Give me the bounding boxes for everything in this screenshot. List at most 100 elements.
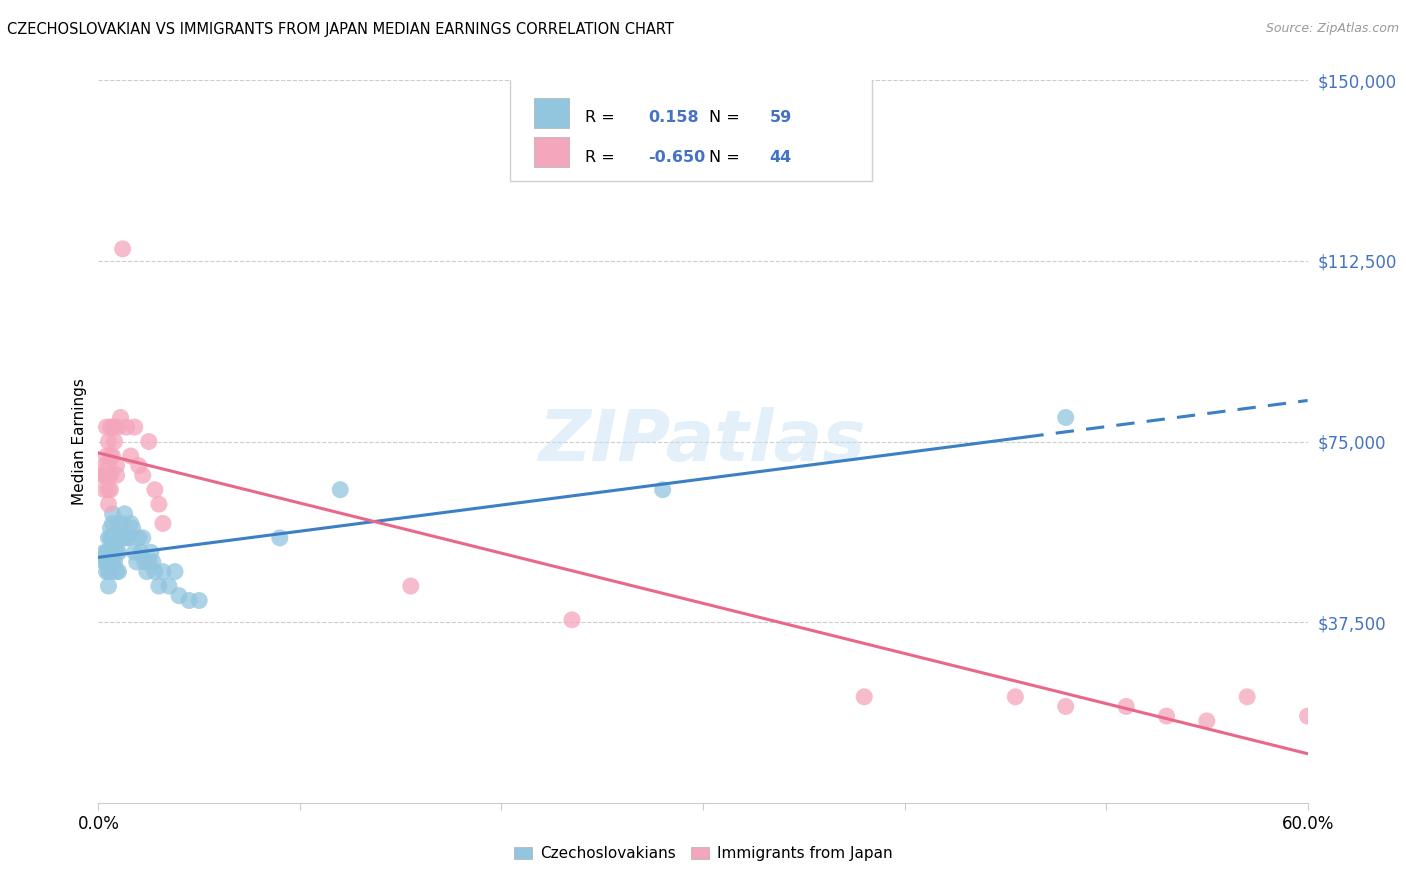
Point <box>110 516 132 531</box>
Point <box>97 579 120 593</box>
Point <box>167 589 190 603</box>
Point <box>107 521 129 535</box>
Point <box>100 483 122 497</box>
Point <box>97 434 120 449</box>
Point <box>103 531 125 545</box>
Point <box>97 468 120 483</box>
Text: 44: 44 <box>769 150 792 165</box>
Point <box>97 545 120 559</box>
Point <box>120 449 142 463</box>
Point <box>100 449 122 463</box>
Point <box>143 483 166 497</box>
Point <box>96 468 118 483</box>
Point <box>1195 714 1218 728</box>
Point <box>93 545 115 559</box>
Point <box>148 497 170 511</box>
Point <box>103 434 125 449</box>
Point <box>132 531 155 545</box>
Point <box>651 483 673 497</box>
Point <box>128 531 150 545</box>
Point <box>97 555 120 569</box>
Point <box>100 555 122 569</box>
Point <box>96 449 118 463</box>
Text: R =: R = <box>585 111 614 126</box>
Point <box>179 593 201 607</box>
FancyBboxPatch shape <box>534 137 569 168</box>
Text: -0.650: -0.650 <box>648 150 706 165</box>
Point <box>157 579 180 593</box>
FancyBboxPatch shape <box>534 98 569 128</box>
Point <box>96 545 118 559</box>
Point <box>124 545 146 559</box>
Point <box>105 458 128 473</box>
Point <box>129 545 152 559</box>
Point <box>124 420 146 434</box>
Point <box>103 555 125 569</box>
Point <box>125 555 148 569</box>
Point <box>139 545 162 559</box>
Point <box>1296 709 1319 723</box>
Point <box>100 545 122 559</box>
Point <box>107 565 129 579</box>
FancyBboxPatch shape <box>509 73 872 181</box>
Text: CZECHOSLOVAKIAN VS IMMIGRANTS FROM JAPAN MEDIAN EARNINGS CORRELATION CHART: CZECHOSLOVAKIAN VS IMMIGRANTS FROM JAPAN… <box>7 22 673 37</box>
Point <box>103 420 125 434</box>
Point <box>93 483 115 497</box>
Point <box>105 545 128 559</box>
Point <box>111 242 134 256</box>
Point <box>96 555 118 569</box>
Point <box>96 565 118 579</box>
Point <box>100 565 122 579</box>
Text: Source: ZipAtlas.com: Source: ZipAtlas.com <box>1265 22 1399 36</box>
Point <box>1004 690 1026 704</box>
Point <box>138 434 160 449</box>
Text: N =: N = <box>709 150 740 165</box>
Point <box>101 545 124 559</box>
Text: R =: R = <box>585 150 614 165</box>
Point <box>134 555 156 569</box>
Point <box>107 531 129 545</box>
Point <box>163 565 186 579</box>
Text: 59: 59 <box>769 111 792 126</box>
Point <box>118 531 141 545</box>
Point <box>97 458 120 473</box>
Legend: Czechoslovakians, Immigrants from Japan: Czechoslovakians, Immigrants from Japan <box>508 840 898 867</box>
Point <box>120 516 142 531</box>
Point <box>93 458 115 473</box>
Point <box>107 420 129 434</box>
Point <box>128 458 150 473</box>
Point <box>148 579 170 593</box>
Point <box>105 531 128 545</box>
Point <box>101 555 124 569</box>
Point <box>1054 410 1077 425</box>
Point <box>93 555 115 569</box>
Point <box>1156 709 1178 723</box>
Point <box>111 531 134 545</box>
Point <box>96 420 118 434</box>
Text: 0.158: 0.158 <box>648 111 699 126</box>
Point <box>121 521 143 535</box>
Point <box>91 468 114 483</box>
Point <box>115 420 138 434</box>
Point <box>97 565 120 579</box>
Point <box>97 531 120 545</box>
Point <box>97 483 120 497</box>
Point <box>101 449 124 463</box>
Text: N =: N = <box>709 111 740 126</box>
Point <box>188 593 211 607</box>
Point <box>114 507 136 521</box>
Point <box>561 613 583 627</box>
Point <box>1054 699 1077 714</box>
Y-axis label: Median Earnings: Median Earnings <box>72 378 87 505</box>
Point <box>135 565 157 579</box>
Point <box>110 531 132 545</box>
Point <box>152 516 174 531</box>
Point <box>105 468 128 483</box>
Point <box>1115 699 1137 714</box>
Point <box>1236 690 1258 704</box>
Point <box>100 521 122 535</box>
Point <box>107 545 129 559</box>
Point <box>97 497 120 511</box>
Point <box>101 507 124 521</box>
Point <box>143 565 166 579</box>
